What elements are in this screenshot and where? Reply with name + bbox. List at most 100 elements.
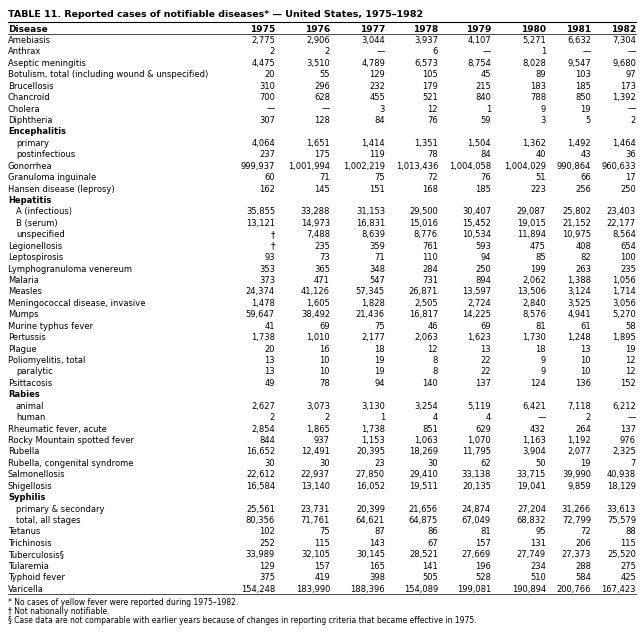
Text: Pertussis: Pertussis — [8, 333, 46, 342]
Text: 61: 61 — [580, 322, 591, 331]
Text: 15,016: 15,016 — [409, 219, 438, 228]
Text: 16,584: 16,584 — [246, 482, 275, 491]
Text: 2,062: 2,062 — [522, 276, 546, 285]
Text: 22,612: 22,612 — [246, 470, 275, 479]
Text: Rocky Mountain spotted fever: Rocky Mountain spotted fever — [8, 436, 134, 445]
Text: 20,399: 20,399 — [356, 504, 385, 513]
Text: 1,623: 1,623 — [467, 333, 491, 342]
Text: 263: 263 — [575, 265, 591, 274]
Text: 23: 23 — [374, 459, 385, 468]
Text: 528: 528 — [475, 573, 491, 582]
Text: 141: 141 — [422, 562, 438, 571]
Text: 19,015: 19,015 — [517, 219, 546, 228]
Text: 119: 119 — [369, 150, 385, 159]
Text: 80,356: 80,356 — [246, 516, 275, 525]
Text: 471: 471 — [314, 276, 330, 285]
Text: 19,511: 19,511 — [409, 482, 438, 491]
Text: 162: 162 — [259, 185, 275, 194]
Text: 11,795: 11,795 — [462, 448, 491, 457]
Text: 151: 151 — [369, 185, 385, 194]
Text: 275: 275 — [620, 562, 636, 571]
Text: 5: 5 — [586, 116, 591, 125]
Text: * No cases of yellow fever were reported during 1975–1982.: * No cases of yellow fever were reported… — [8, 598, 238, 607]
Text: 46: 46 — [428, 322, 438, 331]
Text: 1,414: 1,414 — [362, 139, 385, 148]
Text: 13,597: 13,597 — [462, 287, 491, 296]
Text: 284: 284 — [422, 265, 438, 274]
Text: 188,396: 188,396 — [351, 585, 385, 594]
Text: 12: 12 — [428, 345, 438, 354]
Text: 1,351: 1,351 — [414, 139, 438, 148]
Text: 999,937: 999,937 — [240, 162, 275, 171]
Text: 18,129: 18,129 — [607, 482, 636, 491]
Text: 84: 84 — [480, 150, 491, 159]
Text: 115: 115 — [620, 539, 636, 548]
Text: Disease: Disease — [8, 25, 47, 34]
Text: 67: 67 — [428, 539, 438, 548]
Text: 9,680: 9,680 — [612, 59, 636, 68]
Text: 894: 894 — [475, 276, 491, 285]
Text: 71: 71 — [319, 173, 330, 182]
Text: Cholera: Cholera — [8, 104, 40, 113]
Text: 24,374: 24,374 — [246, 287, 275, 296]
Text: 235: 235 — [314, 242, 330, 251]
Text: 157: 157 — [314, 562, 330, 571]
Text: Botulism, total (including wound & unspecified): Botulism, total (including wound & unspe… — [8, 70, 208, 79]
Text: 29,087: 29,087 — [517, 207, 546, 216]
Text: 237: 237 — [259, 150, 275, 159]
Text: 73: 73 — [319, 253, 330, 262]
Text: 296: 296 — [314, 82, 330, 91]
Text: 19: 19 — [626, 345, 636, 354]
Text: 1,605: 1,605 — [306, 299, 330, 308]
Text: 15,452: 15,452 — [462, 219, 491, 228]
Text: Plague: Plague — [8, 345, 37, 354]
Text: 1,004,058: 1,004,058 — [449, 162, 491, 171]
Text: 43: 43 — [580, 150, 591, 159]
Text: 39,990: 39,990 — [562, 470, 591, 479]
Text: 86: 86 — [428, 527, 438, 536]
Text: 22,177: 22,177 — [607, 219, 636, 228]
Text: —: — — [377, 48, 385, 57]
Text: 94: 94 — [481, 253, 491, 262]
Text: 24,874: 24,874 — [462, 504, 491, 513]
Text: 12: 12 — [428, 104, 438, 113]
Text: Rheumatic fever, acute: Rheumatic fever, acute — [8, 424, 107, 433]
Text: 1,392: 1,392 — [612, 93, 636, 102]
Text: 13,506: 13,506 — [517, 287, 546, 296]
Text: Tuberculosis§: Tuberculosis§ — [8, 550, 64, 559]
Text: 264: 264 — [575, 424, 591, 433]
Text: 68,832: 68,832 — [517, 516, 546, 525]
Text: 3,044: 3,044 — [362, 36, 385, 45]
Text: 937: 937 — [314, 436, 330, 445]
Text: 10: 10 — [581, 368, 591, 377]
Text: 20: 20 — [265, 345, 275, 354]
Text: 16,052: 16,052 — [356, 482, 385, 491]
Text: 4,789: 4,789 — [361, 59, 385, 68]
Text: 9,859: 9,859 — [567, 482, 591, 491]
Text: 6,212: 6,212 — [612, 402, 636, 411]
Text: 21,152: 21,152 — [562, 219, 591, 228]
Text: Salmonellosis: Salmonellosis — [8, 470, 65, 479]
Text: 455: 455 — [369, 93, 385, 102]
Text: 84: 84 — [374, 116, 385, 125]
Text: —: — — [583, 48, 591, 57]
Text: —: — — [322, 104, 330, 113]
Text: 761: 761 — [422, 242, 438, 251]
Text: 103: 103 — [575, 70, 591, 79]
Text: Amebiasis: Amebiasis — [8, 36, 51, 45]
Text: 75: 75 — [374, 173, 385, 182]
Text: 59: 59 — [481, 116, 491, 125]
Text: 102: 102 — [259, 527, 275, 536]
Text: 2,177: 2,177 — [361, 333, 385, 342]
Text: 10: 10 — [319, 368, 330, 377]
Text: Trichinosis: Trichinosis — [8, 539, 52, 548]
Text: 71: 71 — [374, 253, 385, 262]
Text: 8,776: 8,776 — [414, 231, 438, 240]
Text: 78: 78 — [319, 379, 330, 388]
Text: 1: 1 — [379, 413, 385, 422]
Text: 547: 547 — [369, 276, 385, 285]
Text: —: — — [628, 413, 636, 422]
Text: 1: 1 — [541, 48, 546, 57]
Text: Gonorrhea: Gonorrhea — [8, 162, 53, 171]
Text: 30,145: 30,145 — [356, 550, 385, 559]
